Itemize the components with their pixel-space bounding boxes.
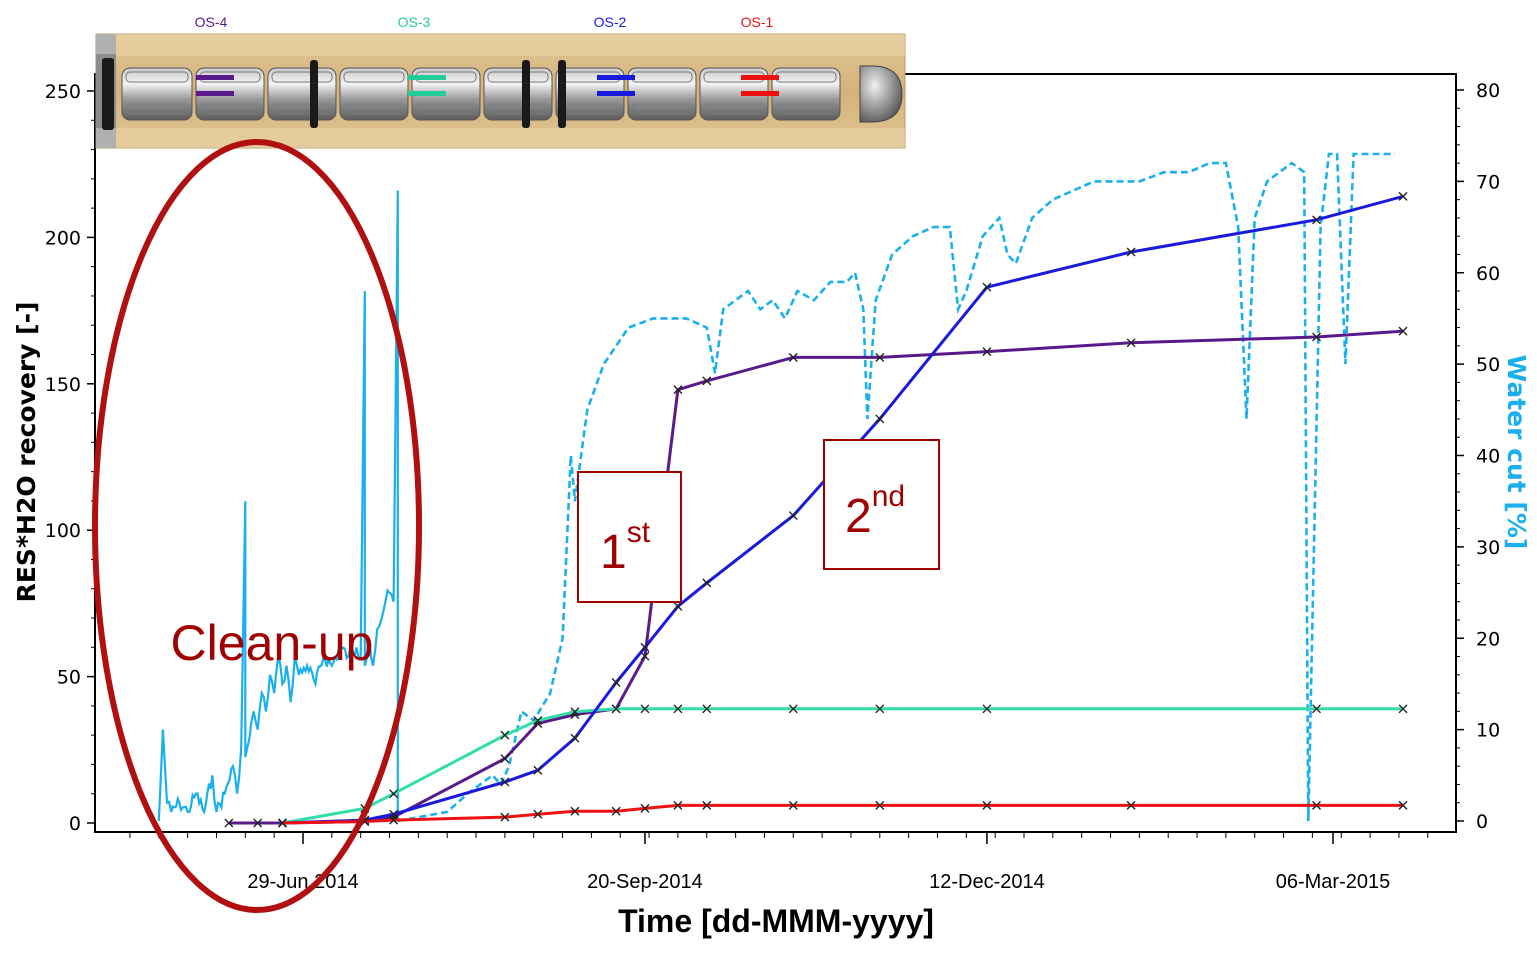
x-tick-label: 12-Dec-2014 (929, 871, 1045, 893)
series-point (875, 352, 885, 362)
series-point (500, 812, 510, 822)
series-point (673, 800, 683, 810)
series-point (875, 800, 885, 810)
series-point (788, 511, 798, 521)
series-point (500, 777, 510, 787)
series-point (570, 707, 580, 717)
y2-tick-label: 0 (1476, 811, 1488, 833)
well-diagram: OS-4 OS-3 OS-2 OS-1 (95, 14, 906, 149)
series-point (500, 730, 510, 740)
series-point (673, 601, 683, 611)
series-line-os-2 (282, 194, 1404, 825)
y-tick-label: 150 (45, 374, 81, 396)
annotation-first: 1st (600, 516, 651, 579)
water-cut-cleanup-line (157, 190, 399, 822)
series-point (788, 352, 798, 362)
series-point (570, 733, 580, 743)
series-point (1398, 326, 1408, 336)
series-point (1126, 247, 1136, 257)
series-point (1398, 800, 1408, 810)
series-point (611, 704, 621, 714)
y2-tick-label: 20 (1476, 628, 1500, 650)
annotation-second-box (823, 439, 940, 570)
series-point (640, 642, 650, 652)
y-tick-label: 50 (57, 667, 81, 689)
series-point (640, 651, 650, 661)
x-tick-label: 20-Sep-2014 (587, 871, 703, 893)
y2-tick-label: 70 (1476, 171, 1500, 193)
series-point (875, 414, 885, 424)
y2-tick-label: 40 (1476, 446, 1500, 468)
y-tick-label: 0 (69, 813, 81, 835)
x-axis-label: Time [dd-MMM-yyyy] (618, 903, 934, 939)
cleanup-ellipse (92, 139, 422, 913)
series-point (389, 815, 399, 825)
series-line-os-1 (282, 803, 1403, 825)
series-point (1398, 191, 1408, 201)
y-axis-label: RES*H2O recovery [-] (12, 302, 41, 603)
y-tick-label: 250 (45, 81, 81, 103)
plot-area (157, 152, 1408, 828)
series-point (1312, 215, 1322, 225)
annotation-first-box (577, 471, 682, 603)
series-point (702, 578, 712, 588)
series-point (788, 704, 798, 714)
well-zone-label-os-2: OS-2 (594, 14, 627, 30)
series-point (982, 800, 992, 810)
y2-axis-label: Water cut [%] (1502, 355, 1531, 550)
series-point (253, 818, 263, 828)
annotation-cleanup: Clean-up (171, 615, 374, 671)
series-point (673, 385, 683, 395)
y2-tick-label: 30 (1476, 537, 1500, 559)
series-point (533, 765, 543, 775)
series-point (982, 282, 992, 292)
axes: 0 50 100 150 200 250 0 10 20 30 40 50 60 70 80 29-Jun 2… (45, 80, 1500, 893)
series-point (875, 704, 885, 714)
series-point (570, 806, 580, 816)
series-point (533, 809, 543, 819)
series-point (1312, 332, 1322, 342)
series-point (224, 818, 234, 828)
well-zone-label-os-3: OS-3 (398, 14, 431, 30)
x-tick-label: 06-Mar-2015 (1276, 871, 1391, 893)
series-point (982, 704, 992, 714)
well-zone-label-os-4: OS-4 (195, 14, 228, 30)
water-cut-line (397, 152, 1395, 823)
y2-tick-label: 10 (1476, 720, 1500, 742)
series-point (277, 818, 287, 828)
series-point (640, 803, 650, 813)
series-point (389, 789, 399, 799)
series-point (500, 754, 510, 764)
series-point (673, 704, 683, 714)
y-tick-label: 100 (45, 520, 81, 542)
series-point (533, 716, 543, 726)
y-tick-label: 200 (45, 227, 81, 249)
series-point (611, 677, 621, 687)
series-point (1312, 800, 1322, 810)
plot-frame (94, 73, 1457, 833)
series-point (1126, 800, 1136, 810)
annotation-second: 2nd (845, 480, 905, 543)
y2-tick-label: 60 (1476, 263, 1500, 285)
series-point (702, 800, 712, 810)
series-point (982, 347, 992, 357)
series-point (702, 376, 712, 386)
series-point (640, 704, 650, 714)
annotations: Clean-up 1st 2nd (92, 139, 940, 913)
y2-tick-label: 50 (1476, 354, 1500, 376)
series-point (788, 800, 798, 810)
series-point (702, 704, 712, 714)
series-point (1126, 338, 1136, 348)
series-point (1312, 704, 1322, 714)
series-point (611, 806, 621, 816)
x-tick-label: 29-Jun 2014 (247, 871, 358, 893)
y2-tick-label: 80 (1476, 80, 1500, 102)
series-point (1398, 704, 1408, 714)
well-zone-label-os-1: OS-1 (741, 14, 774, 30)
series-line-os-4 (228, 329, 1404, 825)
